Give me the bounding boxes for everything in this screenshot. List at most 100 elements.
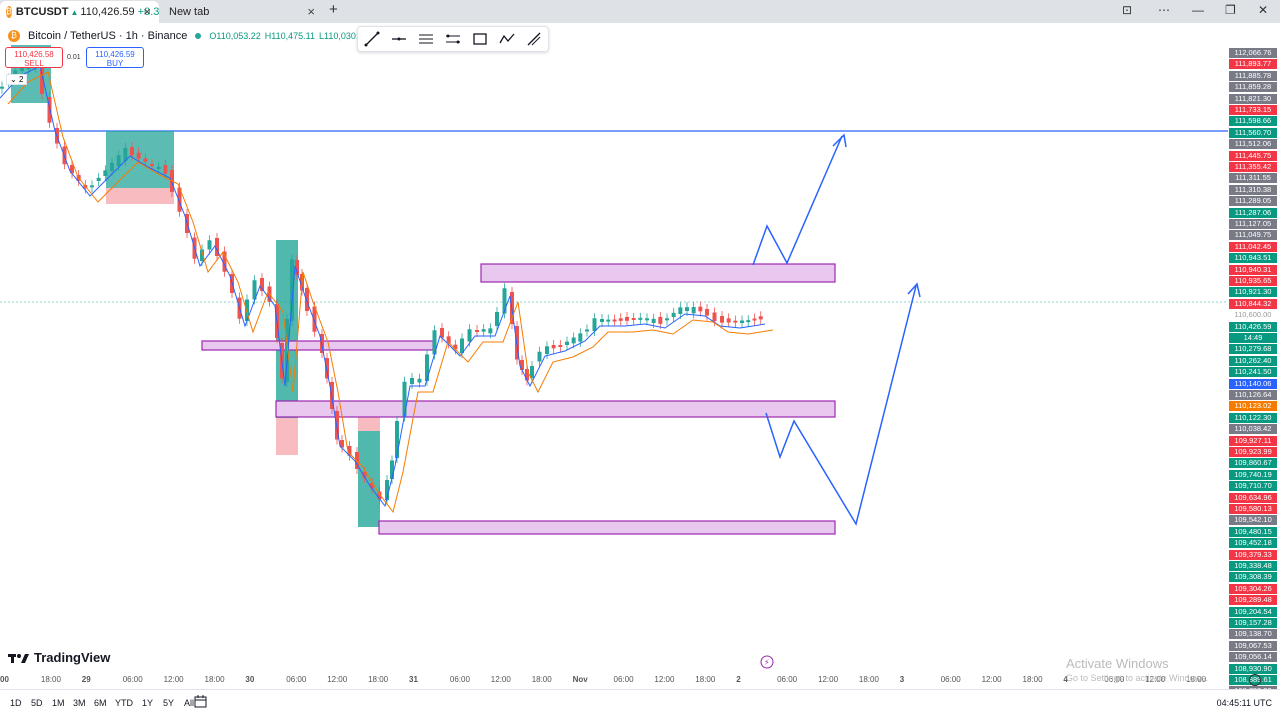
candle-body [312, 306, 317, 332]
open-value: O110,053.22 [209, 31, 261, 41]
long-position-loss-box [276, 418, 298, 455]
candle-body [658, 317, 663, 324]
candle-body [665, 318, 669, 321]
price-axis-label: 109,308.39 [1229, 572, 1277, 583]
range-button[interactable]: YTD [115, 698, 133, 708]
horizontal-line-icon[interactable] [389, 29, 409, 49]
candle-body [720, 316, 724, 323]
range-button[interactable]: 6M [94, 698, 107, 708]
ema-slow-line [7, 71, 774, 514]
candle-body [712, 312, 717, 322]
candle-body [678, 307, 683, 314]
regression-trend-icon[interactable] [443, 29, 463, 49]
candle-body [495, 312, 499, 326]
buy-button[interactable]: 110,426.59 BUY [86, 47, 144, 68]
candle-body [565, 341, 569, 345]
candle-body [545, 346, 549, 354]
time-axis-label: 18:00 [40, 675, 61, 684]
range-button[interactable]: All [184, 698, 195, 708]
more-icon[interactable]: ⋯ [1158, 3, 1170, 17]
tab-change: +0.3 [137, 6, 160, 18]
bitcoin-icon: ₿ [8, 30, 20, 42]
sell-label: SELL [24, 59, 44, 68]
price-axis-label: 111,049.75 [1229, 230, 1277, 241]
price-axis-label: 112,066.76 [1229, 48, 1277, 58]
candle-body [123, 147, 128, 161]
time-axis-label: 00 [0, 675, 9, 684]
order-quantity[interactable]: 0.01 [67, 54, 81, 61]
candle-body [215, 238, 219, 256]
close-tab-icon[interactable]: × [143, 4, 151, 19]
minimize-button[interactable]: — [1192, 3, 1204, 17]
sell-button[interactable]: 110,426.58 SELL [5, 47, 63, 68]
candle-body [467, 329, 472, 342]
price-axis-label: 109,542.10 [1229, 515, 1277, 526]
price-chart[interactable]: ⚡ [0, 23, 1228, 671]
tab-new-tab[interactable]: New tab × [163, 1, 323, 23]
range-button[interactable]: 5D [31, 698, 43, 708]
time-axis-label: 18:00 [858, 675, 879, 684]
candle-body [685, 307, 689, 311]
maximize-button[interactable]: ❐ [1225, 3, 1236, 17]
candle-body [143, 158, 148, 162]
range-button[interactable]: 1Y [142, 698, 154, 708]
time-axis[interactable]: 00 18:00 29 06:00 12:00 18:00 30 06:00 12:00 18:0… [0, 671, 1228, 689]
price-axis-label: 110,426.59 [1229, 321, 1277, 332]
trend-line-icon[interactable] [362, 29, 382, 49]
candle-body [638, 317, 643, 320]
price-axis-label: 109,634.96 [1229, 492, 1277, 503]
time-axis-label: 12:00 [654, 675, 675, 684]
close-tab2-icon[interactable]: × [307, 4, 315, 19]
calendar-icon[interactable] [194, 695, 207, 713]
tradingview-logo-icon [8, 653, 29, 663]
candle-body [370, 483, 374, 489]
price-axis[interactable]: 112,066.76 111,893.77 111,885.78 111,859.28… [1228, 23, 1280, 697]
range-button[interactable]: 3M [73, 698, 86, 708]
windows-activation-watermark: Activate Windows [1066, 656, 1169, 671]
symbol-name[interactable]: Bitcoin / TetherUS · 1h · Binance [28, 30, 188, 42]
candle-body [698, 306, 703, 312]
candle-body [520, 360, 524, 370]
tab-symbol: BTCUSDT [15, 6, 69, 18]
brush-icon[interactable] [524, 29, 544, 49]
range-button[interactable]: 1M [52, 698, 65, 708]
range-button[interactable]: 1D [10, 698, 22, 708]
path-icon[interactable] [497, 29, 517, 49]
tradingview-logo[interactable]: TradingView [8, 650, 110, 665]
candle-body [0, 86, 4, 89]
price-axis-label: 110,262.40 [1229, 355, 1277, 366]
candle-body [362, 472, 367, 478]
utc-clock[interactable]: 04:45:11 UTC [1216, 698, 1272, 708]
price-axis-label: 109,379.33 [1229, 549, 1277, 560]
price-axis-label: 111,859.28 [1229, 82, 1277, 93]
candle-body [446, 336, 451, 344]
time-axis-label: 18:00 [204, 675, 225, 684]
bottom-toolbar [0, 689, 1280, 720]
candle-body [245, 299, 249, 321]
price-axis-label: 109,157.28 [1229, 618, 1277, 628]
candle-body [432, 330, 437, 355]
indicator-collapse-button[interactable]: ⌄ 2 [6, 74, 28, 85]
price-axis-label: 110,943.51 [1229, 253, 1277, 264]
price-axis-label: 109,740.19 [1229, 469, 1277, 480]
price-axis-label: 109,067.53 [1229, 640, 1277, 651]
time-axis-label: 18:00 [368, 675, 389, 684]
time-axis-label: 18:00 [1186, 675, 1207, 684]
range-button[interactable]: 5Y [163, 698, 175, 708]
candle-body [163, 165, 168, 174]
settings-gear-icon[interactable] [1249, 674, 1261, 686]
tab-btcusdt[interactable]: ₿ BTCUSDT ▲ 110,426.59 +0.3 × [0, 1, 159, 23]
price-axis-label: 111,287.06 [1229, 207, 1277, 218]
parallel-channel-icon[interactable] [416, 29, 436, 49]
time-axis-label: 2 [736, 675, 741, 684]
candle-body [116, 155, 121, 166]
price-axis-label: 110,038.42 [1229, 424, 1277, 435]
close-window-button[interactable]: ✕ [1258, 3, 1269, 17]
ema-fast-line [0, 65, 766, 508]
rectangle-icon[interactable] [470, 29, 490, 49]
cast-icon[interactable]: ⊡ [1122, 3, 1133, 17]
new-tab-button[interactable]: + [329, 1, 338, 18]
candle-body [425, 354, 429, 381]
price-axis-label: 111,598.66 [1229, 116, 1277, 127]
time-axis-label: 29 [81, 675, 91, 684]
